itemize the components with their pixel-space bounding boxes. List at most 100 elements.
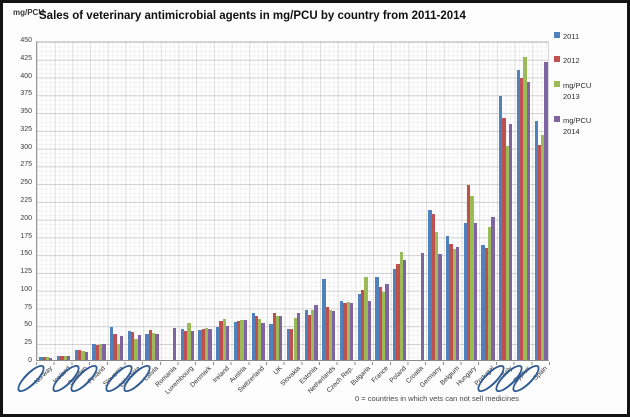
bar-portugal-mg-PCU-2013	[488, 226, 492, 360]
bar-finland-mg-PCU-2014	[102, 344, 106, 360]
bar-germany-2011	[428, 209, 432, 360]
bar-cyprus-mg-PCU-2014	[526, 81, 531, 360]
bar-austria-mg-PCU-2013	[240, 319, 244, 360]
bar-slovakia-mg-PCU-2014	[296, 313, 301, 360]
bar-switzerland-2011	[251, 313, 255, 360]
bar-uk-2012	[272, 312, 276, 360]
bar-austria-2012	[237, 320, 241, 360]
bar-ireland-2012	[219, 320, 223, 360]
y-tick-100: 100	[20, 285, 32, 293]
bar-slovenia-mg-PCU-2013	[116, 344, 120, 360]
bar-lithuania-2012	[130, 332, 135, 360]
bar-hungary-mg-PCU-2014	[473, 222, 477, 360]
bar-switzerland-mg-PCU-2014	[261, 323, 265, 360]
bar-bulgaria-mg-PCU-2013	[364, 277, 368, 360]
bar-finland-mg-PCU-2013	[98, 344, 103, 360]
y-tick-325: 325	[20, 125, 32, 133]
y-tick-25: 25	[24, 339, 32, 347]
bar-bulgaria-2011	[357, 294, 361, 360]
y-tick-50: 50	[24, 321, 32, 329]
x-axis-tick-marks	[36, 362, 550, 365]
bar-italy-2011	[499, 96, 503, 360]
bar-uk-2011	[269, 323, 273, 360]
bar-spain-2012	[537, 144, 542, 360]
bar-uk-mg-PCU-2013	[275, 315, 280, 360]
bar-france-2011	[375, 277, 379, 360]
y-tick-425: 425	[20, 54, 32, 62]
y-tick-225: 225	[20, 197, 32, 204]
chart-footnote: 0 = countries in which vets can not sell…	[355, 394, 520, 403]
y-tick-350: 350	[20, 108, 32, 116]
y-tick-200: 200	[20, 214, 32, 222]
bar-spain-mg-PCU-2014	[544, 62, 548, 360]
bar-poland-mg-PCU-2013	[399, 252, 403, 360]
bar-germany-mg-PCU-2014	[438, 253, 442, 360]
bar-france-mg-PCU-2014	[385, 283, 389, 360]
bar-estonia-mg-PCU-2013	[311, 309, 315, 360]
bar-netherlands-2011	[322, 278, 326, 360]
bar-austria-2011	[233, 321, 238, 360]
bar-denmark-mg-PCU-2014	[208, 328, 212, 360]
y-tick-300: 300	[20, 143, 32, 151]
y-tick-275: 275	[20, 161, 32, 169]
legend-item-mg-PCU-2013: mg/PCU 2013	[554, 80, 626, 103]
bar-sweden-2011	[74, 350, 78, 360]
y-axis-unit-label: mg/PCU	[13, 8, 45, 17]
bar-germany-2012	[431, 214, 436, 360]
bar-lithuania-mg-PCU-2014	[137, 334, 141, 360]
legend-label: mg/PCU 2014	[563, 116, 592, 137]
bar-germany-mg-PCU-2013	[435, 232, 439, 360]
y-tick-75: 75	[24, 303, 32, 311]
legend-item-mg-PCU-2014: mg/PCU 2014	[554, 115, 626, 138]
bar-latvia-2012	[148, 330, 152, 360]
bar-iceland-2011	[56, 355, 61, 360]
bar-spain-mg-PCU-2013	[541, 134, 545, 360]
bar-slovakia-2011	[286, 328, 291, 360]
legend-label: 2012	[563, 56, 580, 66]
bar-lithuania-2011	[127, 330, 131, 360]
bar-finland-2012	[95, 344, 99, 360]
bar-cyprus-2011	[516, 70, 521, 360]
legend-label: 2011	[563, 32, 580, 41]
bar-cyprus-mg-PCU-2013	[523, 57, 527, 360]
bar-sweden-2012	[77, 350, 82, 360]
y-tick-250: 250	[20, 179, 32, 187]
bar-switzerland-mg-PCU-2013	[258, 318, 262, 360]
bar-sweden-mg-PCU-2013	[81, 350, 85, 360]
bar-czech-rep--mg-PCU-2014	[349, 303, 354, 360]
bar-estonia-2012	[307, 315, 312, 360]
bar-belgium-2011	[446, 235, 450, 360]
bar-romania-mg-PCU-2014	[172, 328, 177, 360]
bar-hungary-2012	[467, 185, 471, 360]
bar-finland-2011	[92, 344, 96, 360]
bar-czech-rep--mg-PCU-2013	[346, 301, 350, 360]
bar-cyprus-2012	[520, 78, 524, 360]
legend-swatch-icon	[554, 56, 560, 63]
bar-sweden-mg-PCU-2014	[84, 351, 88, 360]
bar-denmark-2012	[201, 328, 206, 360]
y-tick-375: 375	[20, 90, 32, 98]
chart-title: Sales of veterinary antimicrobial agents…	[39, 10, 466, 22]
bar-estonia-mg-PCU-2014	[314, 305, 318, 360]
bar-france-2012	[378, 286, 382, 360]
bar-luxembourg-2012	[184, 330, 188, 360]
bar-italy-mg-PCU-2014	[509, 123, 513, 360]
bar-slovakia-2012	[290, 329, 294, 360]
legend-item-2011: 2011	[554, 31, 626, 42]
bar-lithuania-mg-PCU-2013	[134, 339, 138, 360]
bar-spain-2011	[534, 121, 538, 360]
plot-area	[36, 41, 549, 361]
bar-slovenia-mg-PCU-2014	[119, 336, 124, 360]
y-tick-150: 150	[20, 250, 32, 258]
y-tick-125: 125	[20, 268, 32, 276]
bar-uk-mg-PCU-2014	[279, 315, 283, 360]
bar-poland-mg-PCU-2014	[402, 259, 407, 360]
bar-denmark-mg-PCU-2013	[205, 328, 209, 360]
bar-hungary-mg-PCU-2013	[470, 195, 474, 360]
bar-norway-2012	[42, 357, 46, 360]
bar-belgium-2012	[449, 244, 453, 360]
bar-italy-mg-PCU-2013	[505, 145, 510, 360]
bar-portugal-mg-PCU-2014	[491, 216, 495, 360]
bar-croatia-mg-PCU-2014	[420, 253, 424, 360]
